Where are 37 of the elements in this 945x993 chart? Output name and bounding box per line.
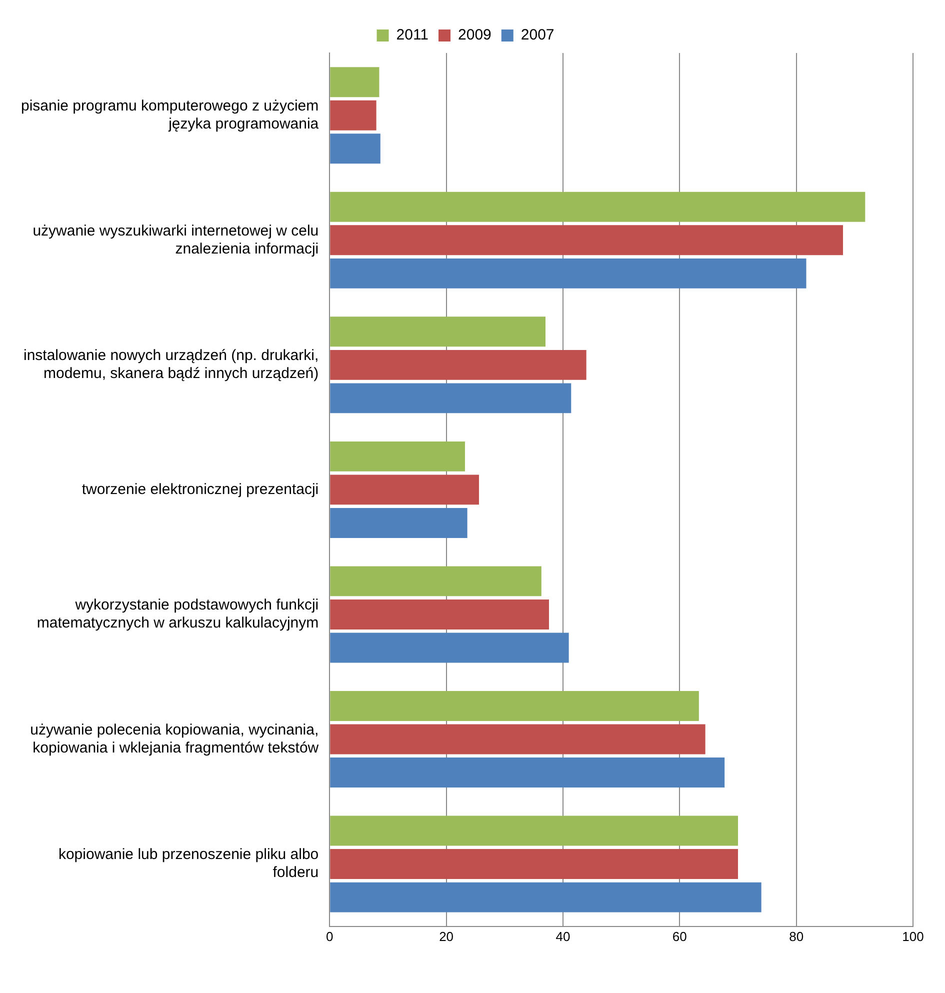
bar xyxy=(330,724,706,754)
bar xyxy=(330,600,549,630)
bar xyxy=(330,508,468,538)
y-tick-label: instalowanie nowych urządzeń (np. drukarki, modemu, skanera bądź innych urządzeń) xyxy=(23,347,319,382)
bar xyxy=(330,192,866,222)
bar xyxy=(330,67,380,98)
bar xyxy=(330,134,380,164)
bar xyxy=(330,441,465,472)
bar xyxy=(330,758,725,788)
bar xyxy=(330,849,738,879)
x-tick-label: 40 xyxy=(556,928,570,944)
y-tick-label: pisanie programu komputerowego z użyciem języka programowania xyxy=(20,98,320,133)
bar xyxy=(330,258,806,288)
bar xyxy=(330,350,586,380)
y-tick-label: używanie polecenia kopiowania, wycinania, kopiowania i wklejania fragmentów tekstów xyxy=(30,721,319,756)
bar xyxy=(330,882,762,912)
legend-label: 2011 xyxy=(396,26,429,44)
x-tick-label: 100 xyxy=(902,928,924,944)
bar xyxy=(330,566,542,596)
bar xyxy=(330,691,699,721)
bar xyxy=(330,383,572,414)
y-tick-label: używanie wyszukiwarki internetowej w celu znalezienia informacji xyxy=(32,222,319,258)
x-tick-label: 0 xyxy=(326,928,334,944)
y-tick-label: kopiowanie lub przenoszenie pliku albo folderu xyxy=(58,846,319,882)
x-tick-label: 60 xyxy=(672,928,687,944)
legend-label: 2009 xyxy=(458,26,492,44)
y-tick-label: wykorzystanie podstawowych funkcji matematycznych w arkuszu kalkulacyjnym xyxy=(36,596,319,632)
bar xyxy=(330,816,738,846)
x-tick-label: 20 xyxy=(439,928,454,944)
bar xyxy=(330,100,376,130)
x-tick-label: 80 xyxy=(789,928,804,944)
bar xyxy=(330,474,479,505)
y-tick-label: tworzenie elektronicznej prezentacji xyxy=(82,480,319,498)
bar xyxy=(330,632,569,663)
bar xyxy=(330,316,546,347)
legend-label: 2007 xyxy=(520,26,554,44)
bar xyxy=(330,225,843,256)
